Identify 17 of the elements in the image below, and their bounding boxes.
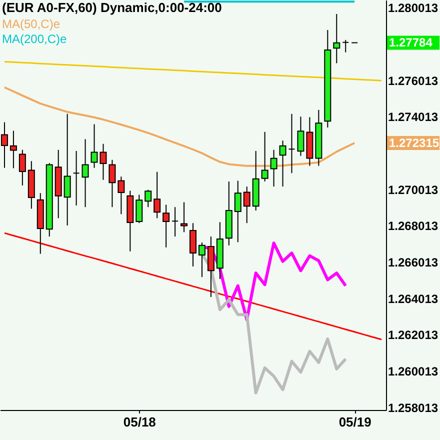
y-tick-label: 1.258013 (388, 400, 438, 415)
text: MA(200,C)e (2, 32, 68, 46)
y-tick-label: 1.274013 (388, 110, 438, 124)
y-tick-label: 1.262013 (388, 328, 438, 342)
y-tick-label: 1.270013 (388, 182, 438, 197)
y-tick-label: 1.268013 (388, 219, 438, 234)
text: MA(50,C)e (2, 17, 60, 31)
chart-title: (EUR A0-FX,60) Dynamic,0:00-24:00 (2, 0, 222, 15)
x-tick-label: 05/19 (338, 414, 372, 430)
x-tick-label: 05/18 (123, 414, 156, 430)
y-tick-label: 1.276013 (388, 74, 438, 88)
y-tick-label: 1.266013 (388, 256, 438, 270)
y-tick-label: 1.264013 (388, 292, 438, 306)
text: 1.27784 (389, 36, 433, 50)
y-tick-label: 1.260013 (388, 364, 438, 379)
y-tick-label: 1.280013 (388, 1, 438, 16)
text: 1.272315 (389, 136, 440, 150)
